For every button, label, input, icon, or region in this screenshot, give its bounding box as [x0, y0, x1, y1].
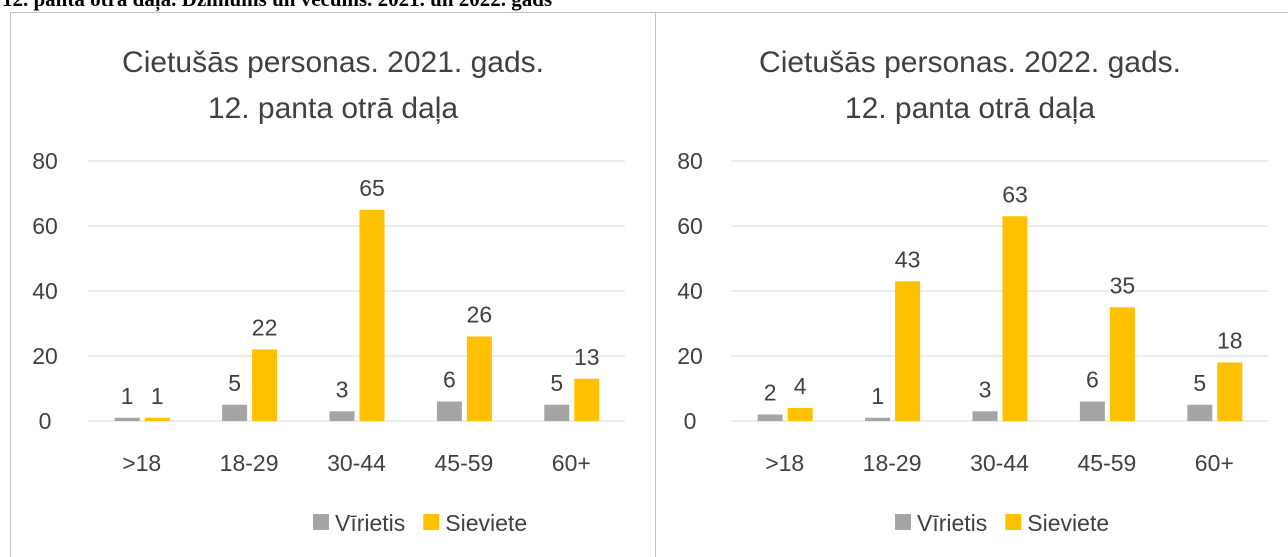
y-tick-label: 0	[684, 408, 697, 434]
bar	[466, 336, 492, 421]
bar	[865, 417, 891, 421]
bar	[972, 411, 998, 421]
legend-label: Sieviete	[1027, 510, 1109, 536]
bar	[1079, 401, 1105, 421]
bar	[1217, 362, 1243, 421]
y-tick-label: 80	[677, 148, 703, 174]
bar	[436, 401, 462, 421]
x-tick-label: 45-59	[1077, 450, 1136, 476]
x-tick-label: 30-44	[970, 450, 1029, 476]
chart-title: 12. panta otrā daļa	[208, 92, 459, 125]
y-tick-label: 80	[32, 148, 58, 174]
data-label: 1	[151, 383, 164, 409]
data-label: 63	[1002, 181, 1028, 207]
legend-label: Vīrietis	[917, 510, 987, 536]
data-label: 3	[336, 376, 349, 402]
y-tick-label: 40	[677, 278, 703, 304]
x-tick-label: 18-29	[863, 450, 922, 476]
data-label: 5	[228, 370, 241, 396]
bar	[787, 408, 813, 421]
x-tick-label: 18-29	[220, 450, 279, 476]
legend-swatch	[895, 514, 911, 530]
y-tick-label: 20	[677, 343, 703, 369]
chart-title: Cietušās personas. 2021. gads.	[122, 46, 544, 79]
data-label: 5	[550, 370, 563, 396]
y-tick-label: 20	[32, 343, 58, 369]
y-tick-label: 60	[32, 213, 58, 239]
data-label: 2	[764, 380, 777, 406]
data-label: 18	[1217, 328, 1243, 354]
bar	[114, 417, 140, 421]
x-tick-label: 60+	[1195, 450, 1234, 476]
data-label: 6	[443, 367, 456, 393]
bar	[222, 404, 248, 421]
y-tick-label: 40	[32, 278, 58, 304]
x-tick-label: 30-44	[327, 450, 386, 476]
x-tick-label: >18	[122, 450, 161, 476]
data-label: 3	[979, 376, 992, 402]
bar	[544, 404, 570, 421]
data-label: 6	[1086, 367, 1099, 393]
legend-swatch	[423, 514, 440, 530]
legend-label: Sieviete	[445, 510, 527, 536]
chart-title: 12. panta otrā daļa	[845, 92, 1096, 125]
data-label: 13	[574, 344, 600, 370]
data-label: 4	[794, 373, 807, 399]
bar	[895, 281, 921, 421]
legend-swatch	[1005, 514, 1022, 530]
bar	[329, 411, 355, 421]
x-tick-label: >18	[765, 450, 804, 476]
legend-label: Vīrietis	[335, 510, 405, 536]
bar	[757, 414, 783, 421]
x-tick-label: 60+	[552, 450, 591, 476]
legend-swatch	[313, 514, 329, 530]
data-label: 43	[895, 246, 921, 272]
bar	[144, 417, 170, 421]
data-label: 1	[121, 383, 134, 409]
y-tick-label: 60	[677, 213, 703, 239]
bar	[1109, 307, 1135, 421]
data-label: 35	[1110, 272, 1136, 298]
chart-title: Cietušās personas. 2022. gads.	[759, 46, 1181, 79]
bar	[252, 349, 278, 421]
data-label: 5	[1193, 370, 1206, 396]
x-tick-label: 45-59	[434, 450, 493, 476]
data-label: 26	[467, 302, 493, 328]
bar	[1187, 404, 1213, 421]
bar	[1002, 216, 1028, 421]
bar	[359, 209, 385, 421]
y-tick-label: 0	[39, 408, 52, 434]
heading: 12. panta otrā daļa. Dzimums un vecums. …	[2, 0, 552, 12]
data-label: 1	[871, 383, 884, 409]
bar	[574, 378, 600, 421]
data-label: 65	[359, 175, 385, 201]
chart-frame	[655, 12, 1288, 557]
data-label: 22	[252, 315, 278, 341]
